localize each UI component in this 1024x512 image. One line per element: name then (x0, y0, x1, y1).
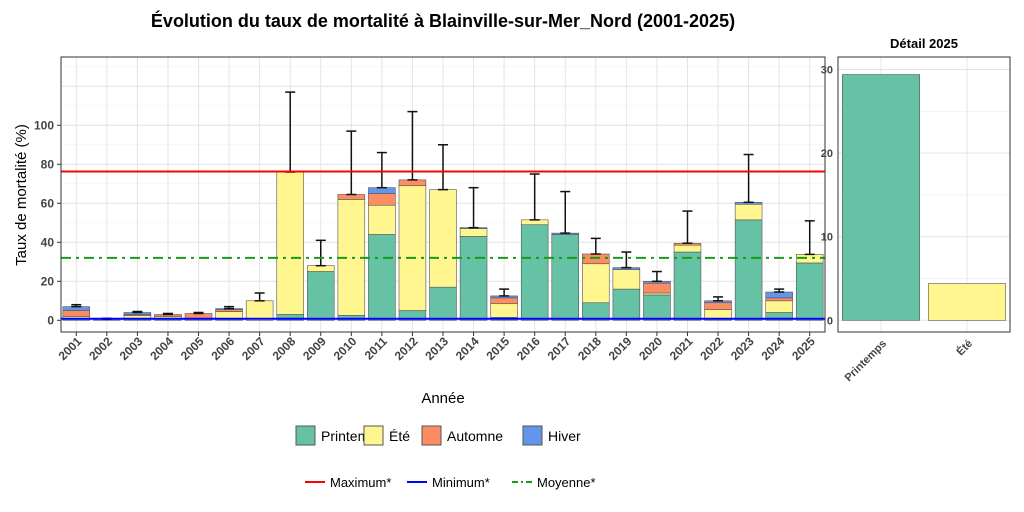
bar-automne-2001 (62, 310, 91, 317)
x-tick-label: 2019 (606, 334, 635, 363)
bar-été-2014 (459, 228, 488, 237)
bar-été-2019 (612, 269, 641, 290)
detail-y-tick-label: 10 (821, 232, 833, 244)
x-tick-label: 2020 (636, 334, 665, 363)
bar-printemps-2023 (734, 219, 763, 321)
y-tick-label: 80 (41, 157, 55, 171)
legend-label: Automne (447, 428, 503, 444)
x-tick-label: 2012 (392, 334, 421, 363)
bar-été-2009 (307, 265, 335, 272)
bar-été-2007 (245, 300, 274, 321)
x-tick-label: 2009 (300, 334, 329, 363)
legend-label: Moyenne* (537, 475, 596, 490)
detail-title: Détail 2025 (890, 36, 958, 51)
bar-automne-2022 (704, 302, 732, 310)
x-tick-label: 2005 (178, 334, 207, 363)
x-tick-label: 2022 (697, 334, 726, 363)
x-tick-label: 2011 (362, 334, 391, 363)
x-tick-label: 2002 (86, 334, 115, 363)
legend-label: Hiver (548, 428, 581, 444)
bar-automne-2020 (643, 282, 671, 294)
bar-été-2018 (582, 263, 610, 304)
y-tick-label: 20 (41, 274, 55, 288)
bar-automne-2011 (368, 193, 396, 206)
detail-y-tick-label: 20 (821, 148, 833, 160)
detail-y-tick-label: 30 (821, 65, 833, 77)
detail-y-tick-label: 0 (827, 315, 833, 327)
x-tick-label: 2006 (208, 334, 237, 363)
bar-hiver-2011 (368, 187, 396, 194)
x-tick-label: 2015 (483, 334, 512, 363)
detail-x-tick-label: Été (954, 337, 975, 358)
bar-printemps-2011 (368, 234, 396, 321)
bar-printemps-2017 (551, 234, 579, 321)
bar-printemps-2018 (582, 302, 610, 321)
y-axis-label: Taux de mortalité (%) (13, 124, 30, 266)
x-tick-label: 2014 (453, 334, 482, 363)
bar-été-2013 (429, 189, 457, 288)
bar-été-2011 (368, 204, 396, 235)
bar-printemps-2025 (795, 262, 824, 321)
x-tick-label: 2023 (728, 334, 757, 363)
bar-été-2008 (276, 171, 304, 315)
y-tick-label: 60 (41, 196, 55, 210)
bar-printemps-2016 (520, 224, 549, 321)
bar-printemps-2020 (643, 294, 671, 321)
legend-label: Été (389, 428, 410, 444)
x-tick-label: 2001 (56, 334, 85, 363)
x-tick-label: 2010 (331, 334, 360, 363)
bar-printemps-2021 (673, 251, 702, 321)
bar-printemps-2009 (307, 271, 335, 321)
x-tick-label: 2004 (147, 334, 176, 363)
x-tick-label: 2025 (789, 334, 818, 363)
x-tick-label: 2008 (270, 334, 299, 363)
x-tick-label: 2013 (422, 334, 451, 363)
detail-bar-0 (841, 74, 920, 321)
x-tick-label: 2024 (758, 334, 787, 363)
bar-automne-2012 (398, 179, 427, 187)
y-tick-label: 100 (34, 118, 54, 132)
detail-bar-1 (927, 283, 1006, 321)
bar-été-2021 (673, 244, 702, 253)
bar-été-2023 (734, 203, 763, 221)
bar-automne-2024 (765, 297, 793, 302)
chart-title: Évolution du taux de mortalité à Blainvi… (151, 10, 735, 31)
bar-automne-2015 (490, 297, 518, 305)
bar-été-2012 (398, 185, 427, 311)
x-axis-label: Année (421, 390, 464, 407)
bar-hiver-2024 (765, 291, 793, 299)
y-tick-label: 40 (41, 235, 55, 249)
detail-border (837, 56, 1011, 333)
x-tick-label: 2017 (545, 334, 574, 363)
detail-x-tick-label: Printemps (843, 338, 890, 385)
x-tick-label: 2018 (575, 334, 604, 363)
x-tick-label: 2003 (117, 334, 146, 363)
x-tick-label: 2021 (667, 334, 696, 363)
legend-swatch-hiver (522, 425, 543, 446)
legend-swatch-automne (421, 425, 442, 446)
legend-swatch-printemps (295, 425, 316, 446)
bar-printemps-2013 (429, 286, 457, 321)
bar-été-2015 (490, 303, 518, 318)
x-tick-label: 2016 (514, 334, 543, 363)
legend-label: Maximum* (330, 475, 391, 490)
x-tick-label: 2007 (239, 334, 268, 363)
bar-printemps-2019 (612, 288, 641, 321)
y-tick-label: 0 (47, 313, 54, 327)
bar-été-2006 (215, 311, 243, 319)
bar-été-2024 (765, 300, 793, 313)
plot-border (60, 56, 826, 333)
bar-été-2022 (704, 309, 732, 319)
bar-printemps-2014 (459, 236, 488, 321)
legend-label: Minimum* (432, 475, 490, 490)
legend-swatch-été (363, 425, 384, 446)
